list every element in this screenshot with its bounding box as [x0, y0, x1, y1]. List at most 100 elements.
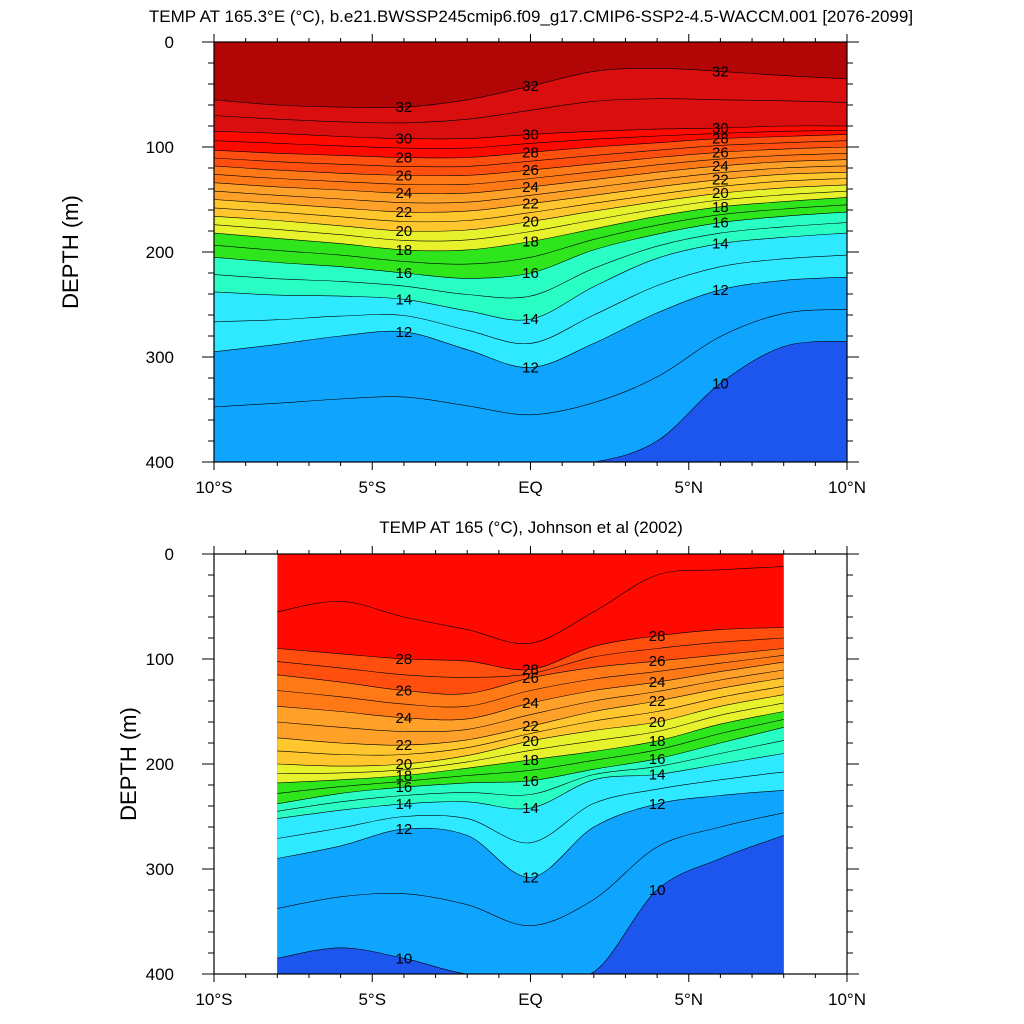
contour-label-26: 26 [522, 670, 539, 687]
contour-label-20: 20 [522, 214, 539, 231]
contour-label-22: 22 [649, 693, 666, 710]
contour-line-21 [277, 686, 784, 756]
contour-line-32 [214, 67, 847, 109]
contour-label-10: 10 [396, 950, 413, 967]
contour-line-15 [214, 222, 847, 299]
contour-label-10: 10 [649, 882, 666, 899]
x-tick-label: EQ [518, 478, 543, 497]
contour-line-18 [214, 197, 847, 252]
contour-label-14: 14 [712, 236, 729, 253]
contour-line-19 [214, 190, 847, 242]
contour-label-12: 12 [396, 821, 413, 838]
contour-label-20: 20 [522, 733, 539, 750]
contour-label-26: 26 [396, 167, 413, 184]
x-tick-label: 5°N [674, 478, 703, 497]
contour-line-31 [214, 98, 847, 124]
contour-line-16 [277, 727, 784, 805]
contour-line-21 [214, 178, 847, 223]
contour-label-12: 12 [396, 324, 413, 341]
contour-label-32: 32 [712, 63, 729, 80]
x-tick-label: 5°S [358, 990, 386, 1009]
contour-line-12 [277, 790, 784, 878]
chart-panel-model: TEMP AT 165.3°E (°C), b.e21.BWSSP245cmip… [58, 7, 913, 497]
chart-panel-obs: TEMP AT 165 (°C), Johnson et al (2002) 2… [116, 518, 866, 1009]
contour-line-17 [214, 204, 847, 265]
axis-ticks-obs: 10°S 5°S EQ 5°N 10°N 0 100 200 300 400 [146, 545, 866, 1009]
y-tick-label: 300 [146, 860, 174, 879]
x-tick-label: 10°S [195, 478, 232, 497]
contour-line-13 [277, 771, 784, 844]
x-tick-label: 5°S [358, 478, 386, 497]
contour-band-10 [214, 341, 847, 462]
contour-line-26 [214, 146, 847, 177]
contour-label-28: 28 [649, 628, 666, 645]
contour-line-19 [277, 702, 784, 774]
contour-label-16: 16 [649, 751, 666, 768]
contour-label-30: 30 [712, 120, 729, 137]
contour-label-24: 24 [649, 674, 666, 691]
y-tick-label: 200 [146, 243, 174, 262]
contour-label-22: 22 [522, 718, 539, 735]
contour-label-22: 22 [396, 737, 413, 754]
y-tick-label: 400 [146, 965, 174, 984]
contour-line-25 [214, 153, 847, 186]
contour-label-26: 26 [649, 653, 666, 670]
contour-band-10 [277, 835, 784, 974]
x-tick-label: 5°N [674, 990, 703, 1009]
contour-label-30: 30 [396, 131, 413, 148]
contour-line-28 [277, 627, 784, 671]
contour-label-24: 24 [396, 710, 413, 727]
contour-line-24 [277, 661, 784, 721]
contour-label-20: 20 [649, 714, 666, 731]
contour-label-20: 20 [712, 185, 729, 202]
y-axis-label-obs: DEPTH (m) [116, 707, 141, 821]
contour-label-14: 14 [649, 767, 666, 784]
contour-label-28: 28 [522, 144, 539, 161]
contour-label-32: 32 [522, 78, 539, 95]
x-tick-label: 10°S [195, 990, 232, 1009]
contour-label-18: 18 [712, 199, 729, 216]
x-tick-label: 10°N [828, 478, 866, 497]
contour-label-24: 24 [396, 185, 413, 202]
contour-label-22: 22 [396, 204, 413, 221]
contour-label-20: 20 [396, 223, 413, 240]
contour-fills-obs [277, 554, 784, 974]
contour-line-13 [214, 254, 847, 345]
x-tick-label: EQ [518, 990, 543, 1009]
x-tick-label: 10°N [828, 990, 866, 1009]
contour-label-16: 16 [396, 779, 413, 796]
contour-line-25 [277, 655, 784, 708]
contour-label-18: 18 [649, 733, 666, 750]
contour-label-30: 30 [522, 126, 539, 143]
contour-lines-model [214, 67, 847, 462]
contour-label-14: 14 [522, 800, 539, 817]
axis-ticks-model: 10°S 5°S EQ 5°N 10°N 0 100 200 300 400 [146, 33, 866, 497]
contour-line-29 [214, 129, 847, 149]
contour-label-16: 16 [712, 215, 729, 232]
contour-label-26: 26 [522, 162, 539, 179]
contour-label-10: 10 [712, 375, 729, 392]
contour-line-16 [214, 211, 847, 279]
contour-line-10 [277, 835, 784, 974]
contour-label-22: 22 [522, 196, 539, 213]
contour-label-24: 24 [522, 695, 539, 712]
contour-label-16: 16 [396, 265, 413, 282]
contour-label-24: 24 [712, 158, 729, 175]
chart-title-obs: TEMP AT 165 (°C), Johnson et al (2002) [379, 518, 683, 537]
contour-line-27 [214, 140, 847, 168]
contour-label-16: 16 [522, 265, 539, 282]
contour-label-28: 28 [396, 651, 413, 668]
contour-line-30 [214, 125, 847, 140]
contour-fills-model [214, 42, 847, 462]
contour-label-12: 12 [712, 282, 729, 299]
y-tick-label: 100 [146, 138, 174, 157]
contour-label-12: 12 [649, 796, 666, 813]
contour-label-18: 18 [396, 242, 413, 259]
contour-label-14: 14 [396, 291, 413, 308]
contour-label-12: 12 [522, 869, 539, 886]
y-axis-label-model: DEPTH (m) [58, 195, 83, 309]
contour-label-18: 18 [396, 768, 413, 785]
contour-line-17 [277, 719, 784, 794]
